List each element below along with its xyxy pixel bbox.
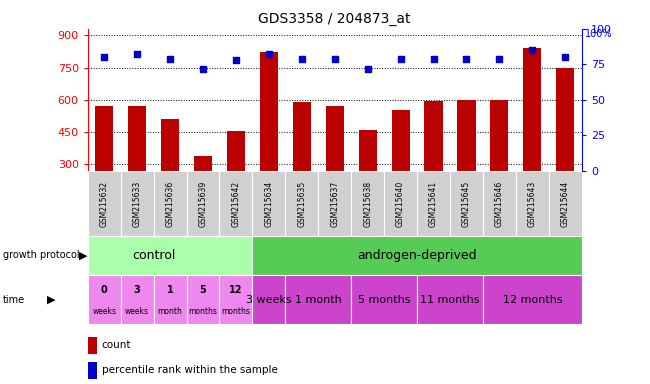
Bar [424,101,443,171]
Bar [227,131,245,171]
Bar [292,102,311,171]
Text: weeks: weeks [92,308,116,316]
Bar [95,106,113,171]
FancyBboxPatch shape [88,275,121,324]
Text: 3: 3 [134,285,140,295]
Text: GSM215640: GSM215640 [396,180,405,227]
Point [560,54,571,60]
Point [428,56,439,62]
Text: months: months [222,308,250,316]
Text: 1 month: 1 month [295,295,342,305]
FancyBboxPatch shape [88,236,252,275]
Bar [128,106,146,171]
FancyBboxPatch shape [252,236,582,275]
Text: count: count [101,340,131,350]
FancyBboxPatch shape [318,171,351,236]
Bar [523,48,541,171]
Text: 0: 0 [101,285,108,295]
Point [132,51,142,58]
Point [527,47,538,53]
Bar [88,362,97,379]
Bar [490,100,508,171]
Point [462,56,472,62]
Bar [458,100,476,171]
Bar [260,53,278,171]
Text: 5: 5 [200,285,207,295]
Text: GSM215642: GSM215642 [231,180,240,227]
Text: GSM215641: GSM215641 [429,180,438,227]
Text: GSM215632: GSM215632 [99,180,109,227]
FancyBboxPatch shape [121,275,153,324]
Text: percentile rank within the sample: percentile rank within the sample [101,365,278,375]
Text: 100%: 100% [585,29,612,39]
FancyBboxPatch shape [220,275,252,324]
Bar [194,156,212,171]
FancyBboxPatch shape [285,171,318,236]
FancyBboxPatch shape [384,171,417,236]
Text: GSM215635: GSM215635 [297,180,306,227]
Point [264,51,274,58]
Text: 12: 12 [229,285,242,295]
Bar [326,106,344,171]
FancyBboxPatch shape [121,171,153,236]
Text: androgen-deprived: androgen-deprived [358,249,477,262]
Bar [359,130,377,171]
Text: growth protocol: growth protocol [3,250,80,260]
Text: 3 weeks: 3 weeks [246,295,292,305]
Text: ▶: ▶ [79,250,88,260]
FancyBboxPatch shape [252,171,285,236]
Text: weeks: weeks [125,308,149,316]
Point [99,54,109,60]
Title: GDS3358 / 204873_at: GDS3358 / 204873_at [259,12,411,26]
FancyBboxPatch shape [187,275,220,324]
FancyBboxPatch shape [285,275,351,324]
Text: month: month [158,308,183,316]
FancyBboxPatch shape [417,171,450,236]
Text: time: time [3,295,25,305]
FancyBboxPatch shape [483,171,516,236]
Point [296,56,307,62]
Point [231,57,241,63]
FancyBboxPatch shape [450,171,483,236]
Point [395,56,406,62]
Text: GSM215645: GSM215645 [462,180,471,227]
Bar [88,336,97,354]
Bar [556,68,575,171]
FancyBboxPatch shape [483,275,582,324]
Text: ▶: ▶ [47,295,55,305]
FancyBboxPatch shape [220,171,252,236]
FancyBboxPatch shape [417,275,483,324]
Point [494,56,504,62]
FancyBboxPatch shape [516,171,549,236]
Text: GSM215634: GSM215634 [265,180,274,227]
Bar [161,119,179,171]
Text: GSM215638: GSM215638 [363,180,372,227]
Point [330,56,340,62]
Bar [391,109,410,171]
FancyBboxPatch shape [88,171,121,236]
Text: 11 months: 11 months [421,295,480,305]
FancyBboxPatch shape [187,171,220,236]
Point [165,56,176,62]
Point [363,66,373,72]
FancyBboxPatch shape [252,275,285,324]
Text: GSM215643: GSM215643 [528,180,537,227]
Text: GSM215646: GSM215646 [495,180,504,227]
Point [198,66,208,72]
Text: GSM215637: GSM215637 [330,180,339,227]
FancyBboxPatch shape [351,171,384,236]
Text: 1: 1 [166,285,174,295]
Text: control: control [132,249,176,262]
FancyBboxPatch shape [549,171,582,236]
Text: 5 months: 5 months [358,295,410,305]
FancyBboxPatch shape [153,275,187,324]
Text: 12 months: 12 months [502,295,562,305]
FancyBboxPatch shape [153,171,187,236]
Text: GSM215639: GSM215639 [198,180,207,227]
FancyBboxPatch shape [351,275,417,324]
Text: GSM215633: GSM215633 [133,180,142,227]
Text: GSM215644: GSM215644 [561,180,570,227]
Text: GSM215636: GSM215636 [166,180,175,227]
Text: months: months [188,308,218,316]
